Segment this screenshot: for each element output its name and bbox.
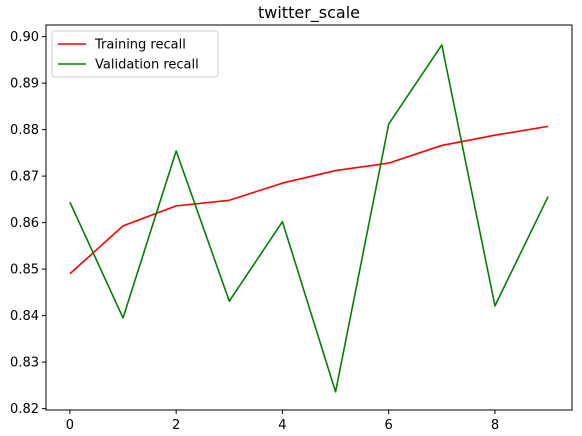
x-tick-label: 2 [172,418,180,433]
y-tick-label: 0.86 [10,216,39,231]
x-tick-label: 4 [278,418,286,433]
y-tick-label: 0.90 [10,30,39,45]
y-tick-label: 0.84 [10,309,39,324]
series-line-0 [69,125,549,275]
y-tick-label: 0.82 [10,402,39,417]
y-tick-label: 0.89 [10,77,39,92]
plot-area [69,44,549,393]
legend-label-validation-recall: Validation recall [95,58,199,73]
axes: 0 2 4 6 8 0.82 0.83 0.84 0.85 0.86 0.87 0.88 0.89 0.9… [10,24,573,433]
chart-title: twitter_scale [258,3,360,23]
axes-frame [45,24,573,411]
y-tick-label: 0.83 [10,356,39,371]
x-tick-label: 8 [491,418,499,433]
x-tick-label: 6 [385,418,393,433]
legend-label-training-recall: Training recall [94,38,186,53]
legend: Training recall Validation recall [51,30,219,78]
y-tick-label: 0.88 [10,123,39,138]
series-line-1 [69,44,549,393]
y-tick-label: 0.85 [10,263,39,278]
legend-box [51,30,219,78]
y-tick-label: 0.87 [10,170,39,185]
x-tick-label: 0 [66,418,74,433]
